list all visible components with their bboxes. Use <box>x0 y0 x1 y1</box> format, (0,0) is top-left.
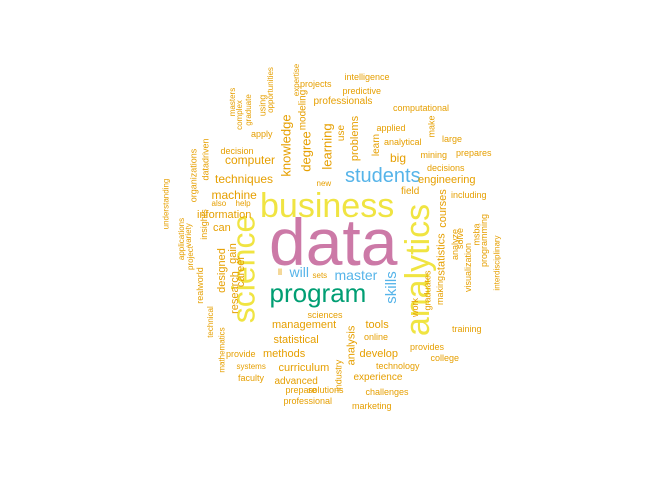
word-systems: systems <box>236 362 266 371</box>
word-learning: learning <box>319 122 335 170</box>
word-college: college <box>430 352 460 363</box>
word-technical: technical <box>205 306 215 338</box>
word-understanding: understanding <box>160 178 170 230</box>
word-will: will <box>289 264 309 280</box>
word-analysis: analysis <box>345 325 358 365</box>
word-information: information <box>197 208 252 221</box>
word-learn: learn <box>371 133 383 157</box>
word-experience: experience <box>353 372 403 383</box>
word-problems: problems <box>348 115 361 161</box>
word-applications: applications <box>177 217 187 261</box>
word-solve: solve <box>454 227 465 249</box>
word-faculty: faculty <box>238 372 265 383</box>
word-challenges: challenges <box>365 386 409 397</box>
word-mining: mining <box>420 149 448 160</box>
word-using: using <box>257 94 268 116</box>
word-tools: tools <box>365 318 389 331</box>
word-help: help <box>235 199 251 208</box>
word-applied: applied <box>376 122 406 133</box>
word-provide: provide <box>226 348 256 359</box>
word-sciences: sciences <box>307 309 343 320</box>
word-big: big <box>390 151 407 165</box>
word-prepare: prepare <box>285 384 317 395</box>
word-mathematics: mathematics <box>217 327 227 373</box>
word-machine: machine <box>211 188 257 202</box>
word-methods: methods <box>263 347 306 360</box>
word-opportunities: opportunities <box>265 67 275 113</box>
word-computer: computer <box>225 153 276 167</box>
word-masters: masters <box>228 87 238 117</box>
word-industry: industry <box>333 359 344 391</box>
word-technology: technology <box>376 360 420 371</box>
word-make: make <box>426 114 437 138</box>
word-advanced: advanced <box>274 376 318 387</box>
word-program: program <box>269 278 367 308</box>
word-business: business <box>260 187 395 225</box>
word-management: management <box>272 318 337 331</box>
word-decision: decision <box>220 145 254 156</box>
word-insights: insights <box>198 208 209 240</box>
word-use: use <box>336 124 348 142</box>
word-professionals: professionals <box>313 96 373 107</box>
word-graduates: graduates <box>422 269 433 311</box>
word-solutions: solutions <box>308 384 344 395</box>
word-intelligence: intelligence <box>344 71 390 82</box>
word-engineering: engineering <box>418 173 476 186</box>
word-modeling: modeling <box>296 89 308 131</box>
word-computational: computational <box>393 102 450 113</box>
word-statistical: statistical <box>273 333 319 346</box>
word-work: work <box>409 297 420 317</box>
word-training: training <box>452 323 482 334</box>
word-projects: projects <box>300 78 332 89</box>
word-new: new <box>316 179 332 188</box>
word-sets: sets <box>312 271 328 280</box>
word-degree: degree <box>298 130 314 172</box>
word-apply: apply <box>251 128 273 139</box>
word-interdisciplinary: interdisciplinary <box>492 235 502 291</box>
word-curriculum: curriculum <box>278 361 330 374</box>
word-making: making <box>434 275 445 305</box>
word-visualization: visualization <box>462 242 473 292</box>
word-develop: develop <box>359 347 399 360</box>
word-can: can <box>213 221 231 234</box>
word-techniques: techniques <box>215 172 274 186</box>
word-graduate: graduate <box>243 94 253 126</box>
word-large: large <box>442 133 463 144</box>
word-skills: skills <box>382 270 400 304</box>
word-students: students <box>345 165 421 187</box>
word-provides: provides <box>410 341 445 352</box>
word-ll: ll <box>278 266 282 277</box>
word-online: online <box>364 331 389 342</box>
word-programming: programming <box>478 213 489 267</box>
word-gain: gain <box>226 242 239 264</box>
word-datadriven: datadriven <box>200 137 211 181</box>
word-knowledge: knowledge <box>278 113 294 177</box>
word-marketing: marketing <box>352 400 392 411</box>
word-realworld: realworld <box>194 266 205 304</box>
word-including: including <box>451 189 487 200</box>
word-organizations: organizations <box>188 148 199 202</box>
word-courses: courses <box>436 188 449 228</box>
word-master: master <box>334 267 378 283</box>
word-field: field <box>401 186 420 197</box>
word-prepares: prepares <box>456 147 492 158</box>
word-analytical: analytical <box>384 136 422 147</box>
word-professional: professional <box>283 395 333 406</box>
word-statistics: statistics <box>435 232 448 276</box>
word-data: data <box>269 205 398 279</box>
word-designed: designed <box>215 247 228 293</box>
word-also: also <box>211 199 227 208</box>
word-decisions: decisions <box>427 162 465 173</box>
word-predictive: predictive <box>342 85 382 96</box>
